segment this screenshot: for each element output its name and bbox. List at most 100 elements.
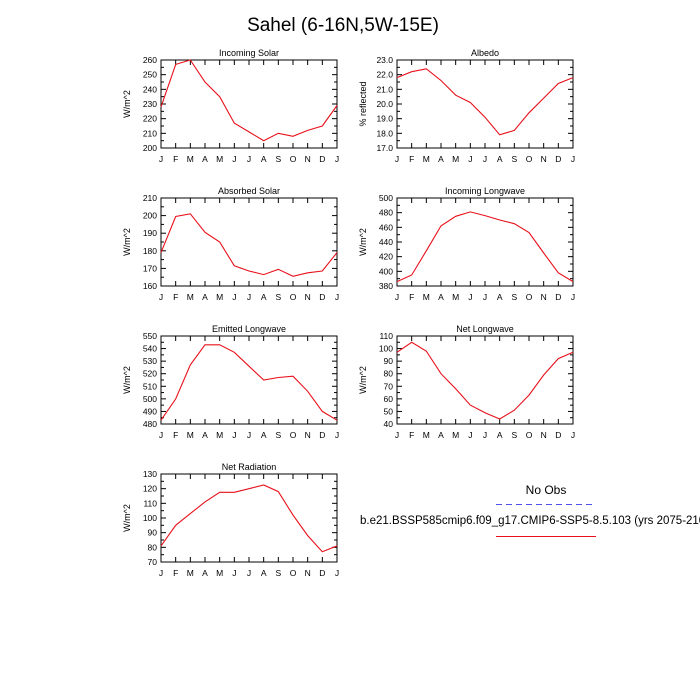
x-tick-label: O <box>526 292 533 302</box>
y-tick-label: 100 <box>143 513 157 523</box>
y-tick-label: 70 <box>384 381 394 391</box>
x-tick-label: J <box>247 430 251 440</box>
x-tick-label: O <box>290 568 297 578</box>
y-tick-label: 20.0 <box>376 99 393 109</box>
series-line <box>396 68 574 136</box>
x-tick-label: D <box>555 154 561 164</box>
y-tick-label: 18.0 <box>376 128 393 138</box>
y-tick-label: 90 <box>148 528 158 538</box>
panel-title: Net Radiation <box>222 462 277 472</box>
y-tick-label: 260 <box>143 55 157 65</box>
x-tick-label: M <box>216 154 223 164</box>
y-tick-label: 200 <box>143 143 157 153</box>
y-tick-label: 160 <box>143 281 157 291</box>
y-tick-label: 60 <box>384 394 394 404</box>
x-tick-label: M <box>423 430 430 440</box>
x-tick-label: O <box>526 154 533 164</box>
panel-title: Net Longwave <box>456 324 514 334</box>
x-tick-label: A <box>497 154 503 164</box>
x-tick-label: J <box>335 568 339 578</box>
panel-title: Albedo <box>471 48 499 58</box>
y-tick-label: 180 <box>143 246 157 256</box>
x-tick-label: S <box>275 154 281 164</box>
x-tick-label: M <box>423 292 430 302</box>
x-tick-label: A <box>497 430 503 440</box>
x-tick-label: J <box>159 292 163 302</box>
panel-4: Incoming Longwave W/m^2 380 400 420 440 460 480… <box>358 186 575 302</box>
x-tick-label: N <box>541 154 547 164</box>
plot-frame <box>160 59 338 149</box>
x-tick-label: J <box>571 430 575 440</box>
x-tick-label: M <box>452 430 459 440</box>
y-tick-label: 110 <box>143 498 157 508</box>
x-tick-label: J <box>232 154 236 164</box>
x-tick-label: F <box>173 292 178 302</box>
y-tick-label: 440 <box>379 237 393 247</box>
panel-1: Incoming Solar W/m^2 200 210 220 230 240 250 260… <box>122 48 339 164</box>
y-tick-label: 100 <box>379 344 393 354</box>
x-tick-label: D <box>555 292 561 302</box>
x-tick-label: J <box>571 292 575 302</box>
x-tick-label: J <box>468 292 472 302</box>
y-axis-label: W/m^2 <box>358 366 368 394</box>
x-tick-label: F <box>409 430 414 440</box>
x-tick-label: N <box>305 430 311 440</box>
x-tick-label: J <box>395 154 399 164</box>
panel-2: Albedo % reflected 17.0 18.0 19.0 20.0 21.0 22.… <box>358 48 575 164</box>
x-tick-label: J <box>395 292 399 302</box>
y-tick-label: 17.0 <box>376 143 393 153</box>
panels: Incoming Solar W/m^2 200 210 220 230 240 250 260… <box>122 48 575 578</box>
y-tick-label: 90 <box>384 356 394 366</box>
y-tick-label: 21.0 <box>376 84 393 94</box>
x-tick-label: J <box>468 154 472 164</box>
x-tick-label: F <box>173 568 178 578</box>
x-tick-label: S <box>275 292 281 302</box>
y-tick-label: 490 <box>143 406 157 416</box>
x-tick-label: N <box>305 292 311 302</box>
y-tick-label: 80 <box>148 542 158 552</box>
x-tick-label: J <box>232 568 236 578</box>
y-axis-label: W/m^2 <box>358 228 368 256</box>
panel-title: Incoming Longwave <box>445 186 525 196</box>
x-tick-label: A <box>202 568 208 578</box>
x-tick-label: J <box>159 430 163 440</box>
x-tick-label: A <box>261 154 267 164</box>
y-tick-label: 80 <box>384 369 394 379</box>
y-axis-label: W/m^2 <box>122 504 132 532</box>
y-tick-label: 530 <box>143 356 157 366</box>
x-tick-label: M <box>423 154 430 164</box>
x-tick-label: J <box>395 430 399 440</box>
x-tick-label: O <box>290 154 297 164</box>
y-tick-label: 500 <box>143 394 157 404</box>
y-tick-label: 210 <box>143 128 157 138</box>
x-tick-label: J <box>483 430 487 440</box>
series-line <box>160 59 338 142</box>
x-tick-label: O <box>290 430 297 440</box>
x-tick-label: O <box>290 292 297 302</box>
y-tick-label: 520 <box>143 369 157 379</box>
x-tick-label: D <box>319 568 325 578</box>
y-tick-label: 200 <box>143 211 157 221</box>
x-tick-label: J <box>483 292 487 302</box>
x-tick-label: N <box>305 568 311 578</box>
x-tick-label: A <box>202 292 208 302</box>
x-tick-label: S <box>275 568 281 578</box>
y-tick-label: 480 <box>379 208 393 218</box>
panel-title: Emitted Longwave <box>212 324 286 334</box>
x-tick-label: J <box>571 154 575 164</box>
y-tick-label: 210 <box>143 193 157 203</box>
x-tick-label: M <box>187 154 194 164</box>
x-tick-label: J <box>247 568 251 578</box>
y-tick-label: 130 <box>143 469 157 479</box>
x-tick-label: A <box>261 292 267 302</box>
y-tick-label: 250 <box>143 70 157 80</box>
legend: No Obs b.e21.BSSP585cmip6.f09_g17.CMIP6-… <box>360 483 700 537</box>
x-tick-label: D <box>319 292 325 302</box>
y-tick-label: 460 <box>379 222 393 232</box>
legend-run-label: b.e21.BSSP585cmip6.f09_g17.CMIP6-SSP5-8.… <box>360 515 700 527</box>
x-tick-label: J <box>468 430 472 440</box>
y-tick-label: 23.0 <box>376 55 393 65</box>
x-tick-label: N <box>541 292 547 302</box>
x-tick-label: A <box>261 430 267 440</box>
